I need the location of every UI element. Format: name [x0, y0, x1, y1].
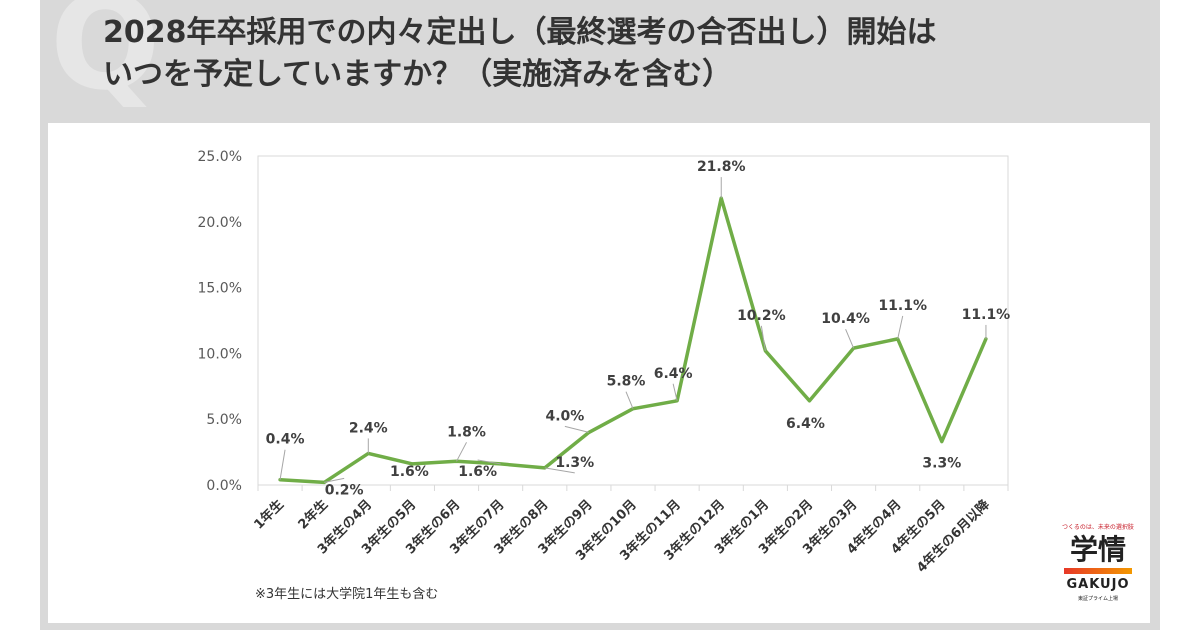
- leader-line: [544, 467, 575, 474]
- data-label: 11.1%: [962, 307, 1011, 323]
- data-label: 4.0%: [545, 408, 584, 424]
- data-label: 1.3%: [555, 455, 594, 471]
- data-label: 10.4%: [821, 311, 870, 327]
- leader-line: [897, 315, 904, 340]
- data-label: 0.2%: [325, 482, 364, 498]
- y-tick-label: 10.0%: [198, 346, 242, 362]
- page-title: 2028年卒採用での内々定出し（最終選考の合否出し）開始は いつを予定しています…: [103, 12, 1153, 96]
- data-label: 1.6%: [458, 464, 497, 480]
- plot-area: [257, 155, 1009, 486]
- title-line-2: いつを予定していますか？（実施済みを含む）: [103, 57, 733, 92]
- logo-english: GAKUJO: [1066, 577, 1130, 592]
- x-category-label: 4年生の6月以降: [914, 496, 994, 576]
- x-category-label: 1年生: [251, 497, 287, 533]
- logo-tagline: つくるのは、未来の選択肢: [1062, 524, 1134, 531]
- y-tick-label: 15.0%: [198, 281, 242, 297]
- data-label: 21.8%: [697, 159, 746, 175]
- logo-bar: [1064, 568, 1132, 574]
- title-line-1: 2028年卒採用での内々定出し（最終選考の合否出し）開始は: [103, 15, 937, 50]
- leader-line: [845, 328, 855, 349]
- x-category-label: 2年生: [295, 497, 331, 533]
- leader-line: [456, 442, 467, 462]
- leader-line: [672, 383, 678, 401]
- gakujo-logo: つくるのは、未来の選択肢 学情 GAKUJO 東証プライム上場: [1058, 522, 1138, 612]
- leader-line: [760, 325, 766, 351]
- leader-line: [477, 459, 501, 465]
- leader-line: [564, 425, 590, 433]
- data-label: 3.3%: [922, 456, 961, 472]
- y-tick-label: 20.0%: [198, 215, 242, 231]
- q-mark: Q: [50, 0, 161, 119]
- logo-subtext: 東証プライム上場: [1078, 596, 1118, 602]
- leader-line: [324, 477, 345, 483]
- data-label: 1.6%: [390, 464, 429, 480]
- series-line: [278, 196, 988, 485]
- y-tick-label: 25.0%: [198, 149, 242, 165]
- data-label: 10.2%: [737, 308, 786, 324]
- leader-line: [279, 449, 286, 480]
- data-label: 5.8%: [607, 374, 646, 390]
- data-label: 2.4%: [349, 420, 388, 436]
- leader-line: [625, 391, 634, 409]
- y-tick-label: 5.0%: [206, 412, 242, 428]
- data-label: 11.1%: [878, 298, 927, 314]
- data-label: 0.4%: [266, 432, 305, 448]
- data-label: 6.4%: [786, 416, 825, 432]
- y-tick-label: 0.0%: [206, 478, 242, 494]
- footnote: ※3年生には大学院1年生も含む: [255, 587, 439, 602]
- chart-panel: [48, 123, 1150, 623]
- data-label: 6.4%: [654, 366, 693, 382]
- logo-main-text: 学情: [1069, 533, 1126, 566]
- data-label: 1.8%: [447, 424, 486, 440]
